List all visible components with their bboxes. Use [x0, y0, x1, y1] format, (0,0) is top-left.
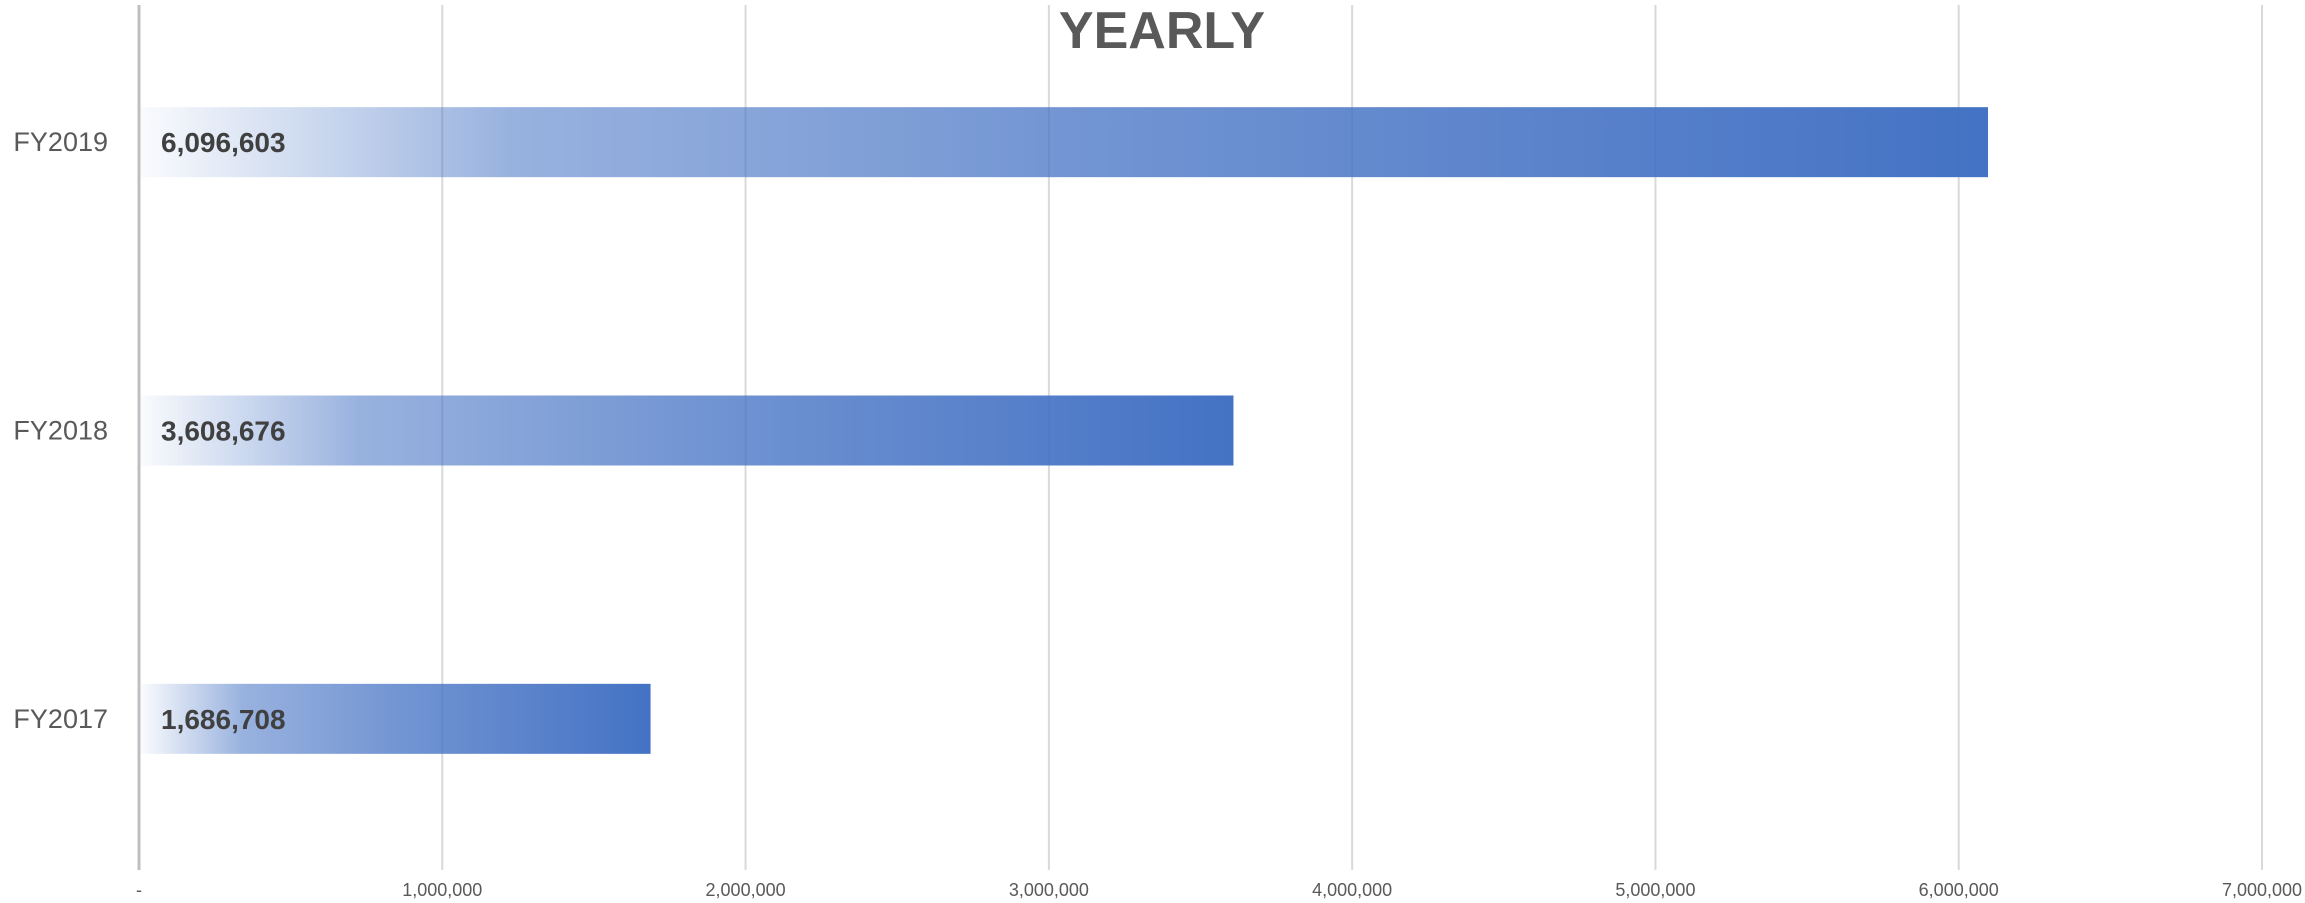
x-tick-label: 7,000,000	[2222, 880, 2302, 900]
bar	[141, 683, 651, 754]
category-labels: FY2019 FY2018 FY2017	[13, 127, 108, 734]
data-label: 3,608,676	[161, 416, 286, 447]
x-tick-label: -	[136, 880, 142, 900]
x-tick-label: 1,000,000	[402, 880, 482, 900]
x-tick-labels: - 1,000,000 2,000,000 3,000,000 4,000,000 5,0…	[136, 880, 2302, 900]
data-label: 6,096,603	[161, 127, 286, 158]
x-tick-label: 4,000,000	[1312, 880, 1392, 900]
x-tick-label: 2,000,000	[706, 880, 786, 900]
category-label: FY2019	[13, 127, 108, 157]
chart-title: YEARLY	[1059, 2, 1265, 60]
bars	[141, 107, 1989, 754]
value-labels: 6,096,603 3,608,676 1,686,708	[161, 127, 286, 735]
category-label: FY2017	[13, 704, 108, 734]
x-tick-label: 3,000,000	[1009, 880, 1089, 900]
data-label: 1,686,708	[161, 704, 286, 735]
bar	[141, 395, 1234, 466]
x-tick-label: 5,000,000	[1615, 880, 1695, 900]
bar	[141, 107, 1989, 178]
category-label: FY2018	[13, 416, 108, 446]
x-tick-label: 6,000,000	[1919, 880, 1999, 900]
